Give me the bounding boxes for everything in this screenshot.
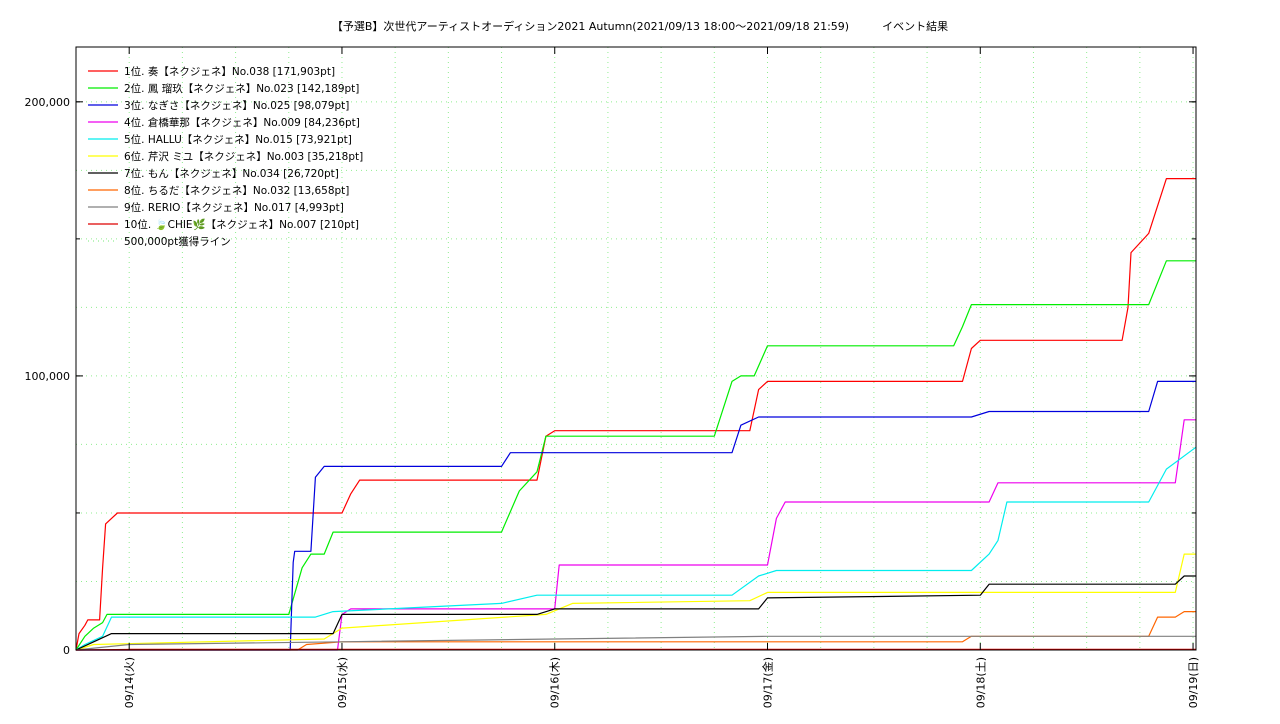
series-line-1 (75, 178, 1196, 651)
grid-layer (75, 47, 1196, 650)
legend-label: 3位. なぎさ【ネクジェネ】No.025 [98,079pt] (124, 99, 349, 112)
legend-label: 7位. もん【ネクジェネ】No.034 [26,720pt] (124, 167, 339, 180)
y-tick-label: 200,000 (25, 96, 71, 109)
legend-label: 1位. 奏【ネクジェネ】No.038 [171,903pt] (124, 65, 335, 78)
series-line-5 (75, 446, 1197, 651)
legend-label: 9位. RERIO【ネクジェネ】No.017 [4,993pt] (124, 201, 344, 214)
plot-frame (75, 46, 1197, 651)
legend-label: 500,000pt獲得ライン (124, 235, 231, 248)
series-line-4 (76, 419, 1196, 651)
legend-label: 5位. HALLU【ネクジェネ】No.015 [73,921pt] (124, 133, 352, 146)
axis-layer: 0 100,000 200,000 09/14(火) 09/15(水) 09/16(木) 0… (25, 47, 1200, 708)
series-line-3 (76, 380, 1196, 651)
x-tick-label: 09/17(金) (761, 657, 775, 708)
series-line-2 (75, 260, 1196, 651)
legend-label: 6位. 芹沢 ミユ【ネクジェネ】No.003 [35,218pt] (124, 150, 363, 163)
legend: 1位. 奏【ネクジェネ】No.038 [171,903pt] 2位. 鳳 瑠玖【ネ… (88, 65, 363, 248)
chart-title: 【予選B】次世代アーティストオーディション2021 Autumn(2021/09… (332, 19, 948, 33)
legend-label: 4位. 倉橋華那【ネクジェネ】No.009 [84,236pt] (124, 116, 360, 129)
x-tick-label: 09/18(土) (974, 657, 987, 708)
y-tick-label: 100,000 (25, 370, 71, 383)
legend-label: 2位. 鳳 瑠玖【ネクジェネ】No.023 [142,189pt] (124, 82, 359, 95)
x-tick-label: 09/19(日) (1187, 657, 1200, 708)
legend-label: 8位. ちるだ【ネクジェネ】No.032 [13,658pt] (124, 184, 349, 197)
x-tick-label: 09/14(火) (123, 657, 136, 708)
legend-label: 10位. 🍃CHIE🌿【ネクジェネ】No.007 [210pt] (124, 218, 359, 231)
y-tick-label: 0 (63, 644, 70, 657)
series-line-9 (75, 635, 1196, 651)
series-layer (75, 178, 1197, 651)
series-line-6 (75, 553, 1196, 651)
series-line-7 (75, 575, 1196, 651)
x-tick-label: 09/16(木) (549, 657, 562, 708)
x-tick-label: 09/15(水) (336, 657, 349, 708)
